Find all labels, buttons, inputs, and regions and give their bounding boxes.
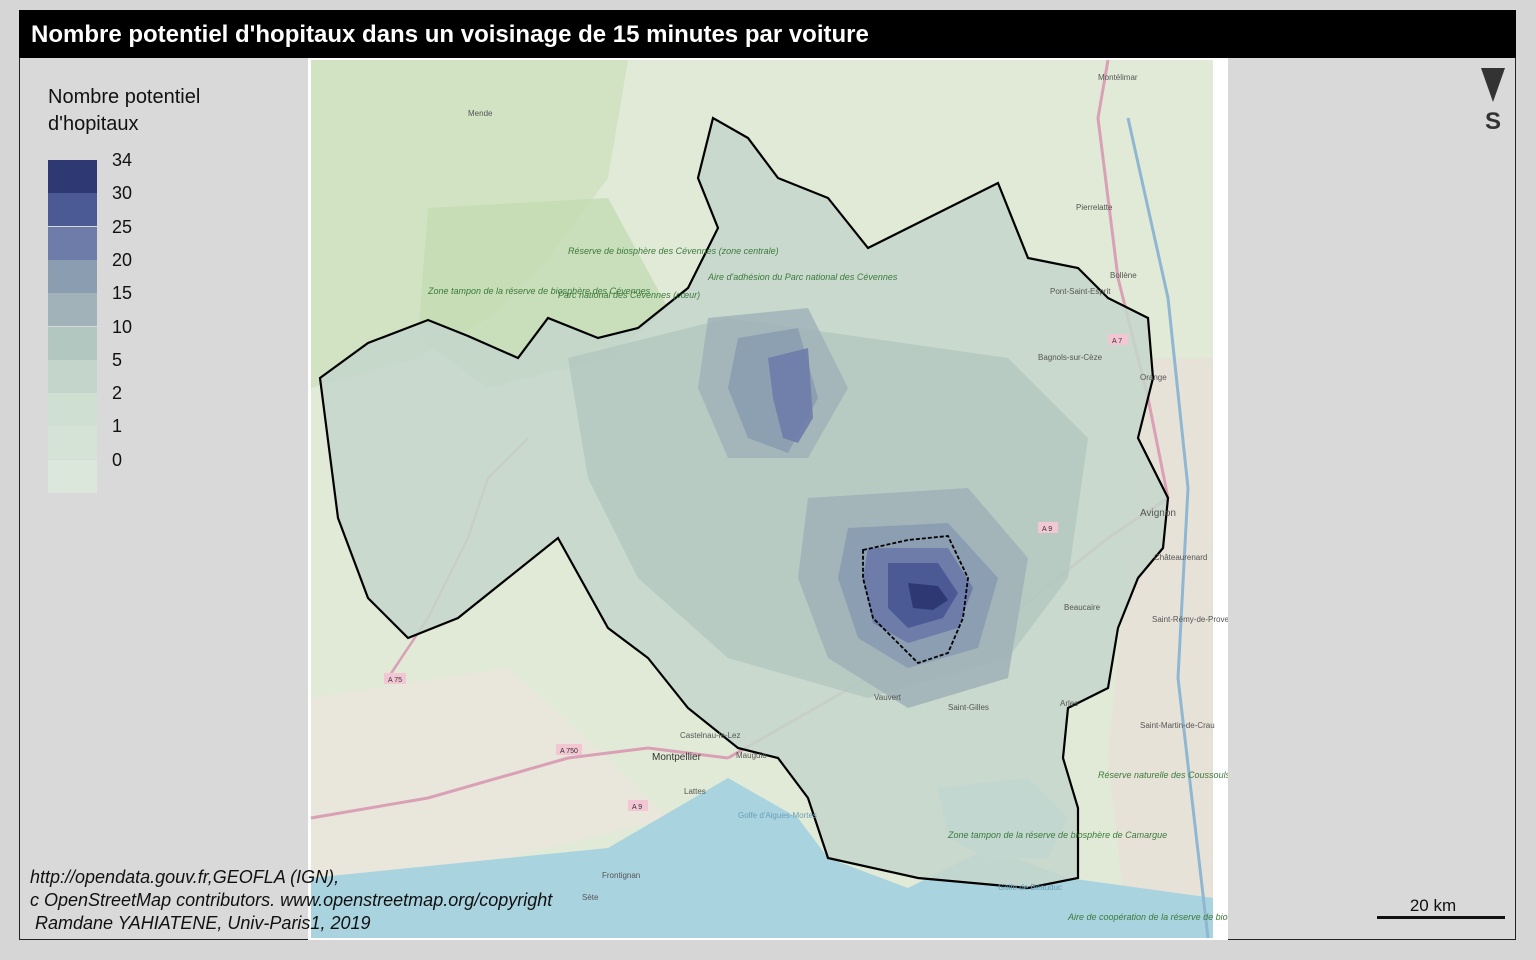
legend-title-line2: d'hopitaux <box>48 113 139 135</box>
label-zone-tampon-camargue: Zone tampon de la réserve de biosphère d… <box>947 830 1167 840</box>
label-golfe-beauduc: Golfe de Beauduc <box>998 883 1062 892</box>
north-arrow: S <box>1480 66 1508 138</box>
class-20-25-north <box>768 348 813 443</box>
label-saint-gilles: Saint-Gilles <box>948 703 989 712</box>
label-pierrelatte: Pierrelatte <box>1076 203 1113 212</box>
nimes-outline <box>862 535 969 665</box>
legend-swatch <box>48 193 97 227</box>
legend-title: Nombre potentiel d'hopitaux <box>48 84 248 138</box>
legend-label: 20 <box>112 249 133 270</box>
label-chateaurenard: Châteaurenard <box>1154 553 1207 562</box>
legend-label: 5 <box>112 349 123 370</box>
label-parc-cevennes: Parc national des Cévennes (cœur) <box>558 290 700 300</box>
label-reserve-coussouls: Réserve naturelle des Coussouls de Crau <box>1098 770 1228 780</box>
label-castelnau: Castelnau-le-Lez <box>680 731 740 740</box>
scale-bar: 20 km <box>1377 896 1507 922</box>
label-road-a75: A 75 <box>388 677 402 684</box>
class-30-34-nimes <box>908 583 948 610</box>
map-svg: Mende Montélimar Pierrelatte Bollène Pon… <box>310 59 1228 939</box>
label-pont-saint-esprit: Pont-Saint-Esprit <box>1050 287 1111 296</box>
legend-title-line1: Nombre potentiel <box>48 86 201 108</box>
label-montelimar: Montélimar <box>1098 73 1138 82</box>
legend-swatch <box>48 326 97 360</box>
label-bagnols: Bagnols-sur-Cèze <box>1038 353 1103 362</box>
basemap-south-west <box>311 668 668 878</box>
label-orange: Orange <box>1140 373 1167 382</box>
river-rhone <box>1126 117 1210 939</box>
scale-bar-line <box>1377 916 1505 919</box>
legend-label: 2 <box>112 383 123 404</box>
north-arrow-icon <box>1481 68 1505 102</box>
legend: Nombre potentiel d'hopitaux 34 30 25 20 15 10… <box>48 84 248 493</box>
label-mauguio: Mauguio <box>736 751 767 760</box>
scale-bar-label: 20 km <box>1409 896 1457 915</box>
legend-swatch <box>48 459 97 493</box>
north-arrow-letter: S <box>1484 108 1501 135</box>
legend-swatch <box>48 426 97 460</box>
legend-label: 30 <box>112 183 133 204</box>
source-line-2: c OpenStreetMap contributors. www.openst… <box>30 890 553 910</box>
label-road-a750: A 750 <box>560 748 578 755</box>
label-avignon: Avignon <box>1140 508 1176 519</box>
label-bollene: Bollène <box>1110 271 1137 280</box>
department-outline <box>318 116 1170 890</box>
legend-swatch <box>48 226 97 260</box>
legend-label: 25 <box>112 216 133 237</box>
label-vauvert: Vauvert <box>874 693 902 702</box>
legend-swatch <box>48 293 97 327</box>
legend-swatch <box>48 393 97 427</box>
legend-label: 1 <box>112 416 123 437</box>
map-title: Nombre potentiel d'hopitaux dans un vois… <box>19 10 1516 58</box>
label-aire-cooperation: Aire de coopération de la réserve de bio… <box>1067 912 1228 922</box>
source-credits: http://opendata.gouv.fr,GEOFLA (IGN), c … <box>30 866 552 935</box>
legend-swatch <box>48 160 97 193</box>
source-line-1: http://opendata.gouv.fr,GEOFLA (IGN), <box>30 867 340 887</box>
source-line-3: Ramdane YAHIATENE, Univ-Paris1, 2019 <box>30 913 371 933</box>
legend-label: 0 <box>112 449 123 470</box>
label-aire-adhesion: Aire d'adhésion du Parc national des Cév… <box>707 272 898 282</box>
legend-swatch <box>48 259 97 293</box>
label-arles: Arles <box>1060 699 1078 708</box>
label-saint-martin: Saint-Martin-de-Crau <box>1140 721 1215 730</box>
label-mende: Mende <box>468 109 493 118</box>
legend-label: 10 <box>112 316 133 337</box>
label-zone-tampon-cevennes: Zone tampon de la réserve de biosphère d… <box>427 286 651 296</box>
label-reserve-cevennes: Réserve de biosphère des Cévennes (zone … <box>568 246 779 256</box>
label-lattes: Lattes <box>684 787 706 796</box>
label-road-a7: A 7 <box>1112 338 1122 345</box>
label-beaucaire: Beaucaire <box>1064 603 1101 612</box>
label-saint-remy: Saint-Rémy-de-Provence <box>1152 615 1228 624</box>
label-sete: Sète <box>582 893 599 902</box>
label-montpellier: Montpellier <box>652 752 702 763</box>
legend-label: 34 <box>112 150 133 170</box>
label-road-a9-west: A 9 <box>632 804 642 811</box>
label-road-a9-east: A 9 <box>1042 526 1052 533</box>
legend-label: 15 <box>112 283 133 304</box>
sea <box>311 778 1213 938</box>
road-a9-west <box>310 746 729 820</box>
map-canvas[interactable]: Mende Montélimar Pierrelatte Bollène Pon… <box>308 58 1228 940</box>
label-golfe-aigues: Golfe d'Aigues-Mortes <box>738 811 817 820</box>
legend-swatch <box>48 359 97 393</box>
label-frontignan: Frontignan <box>602 871 640 880</box>
road-a7 <box>1096 59 1170 499</box>
